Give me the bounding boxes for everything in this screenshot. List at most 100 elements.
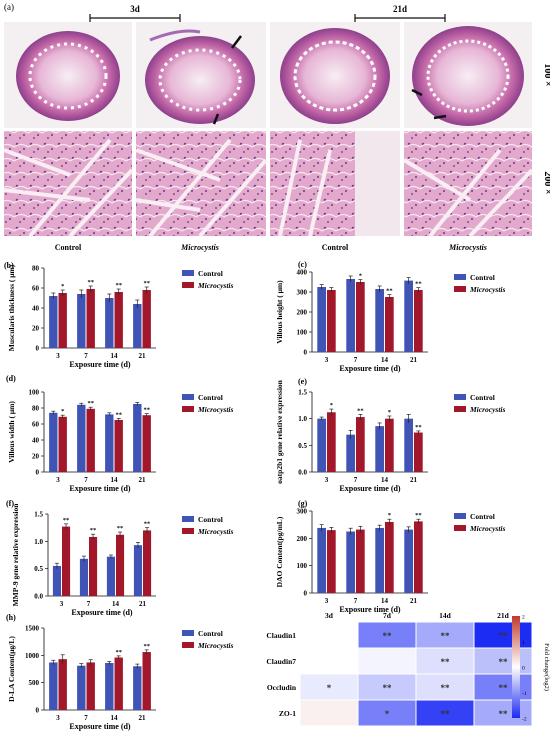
- bar-microcystis: [385, 297, 394, 352]
- colorbar-tick-label: -1: [522, 691, 527, 697]
- bar-control: [106, 556, 115, 596]
- panel-label: (f): [6, 499, 14, 508]
- significance-mark: **: [415, 281, 422, 288]
- bar-control: [105, 414, 114, 472]
- y-tick-label: 0.0: [34, 593, 43, 601]
- y-tick-label: 0.5: [34, 565, 43, 573]
- heatmap-column-label: 21d: [497, 611, 510, 620]
- colorbar-tick-label: 1: [522, 640, 525, 646]
- significance-mark: **: [415, 512, 422, 519]
- heatmap-significance: **: [499, 631, 509, 641]
- significance-mark: *: [388, 409, 391, 416]
- significance-mark: *: [330, 402, 333, 409]
- legend-label: Control: [198, 629, 223, 638]
- legend-label: Control: [470, 512, 495, 521]
- x-tick-label: 21: [139, 476, 147, 484]
- panel-a-label: (a): [4, 2, 14, 12]
- x-tick-label: 21: [139, 600, 147, 608]
- heatmap-cell: [358, 674, 416, 700]
- arrow-icon: [411, 88, 423, 97]
- bar-control: [404, 418, 413, 472]
- heatmap-row-label: Claudin7: [266, 657, 296, 666]
- bar-control: [404, 529, 413, 593]
- heatmap-cell: [474, 622, 532, 648]
- bar-control: [52, 565, 61, 596]
- micrograph-3d-control-200x: [3, 131, 134, 238]
- x-axis-label: Exposure time (d): [339, 364, 401, 373]
- bar-microcystis: [414, 290, 423, 352]
- x-axis-label: Exposure time (d): [339, 484, 401, 493]
- y-axis-label: DAO Content(pg/mL): [275, 516, 284, 587]
- bar-control: [317, 418, 326, 472]
- bar-control: [346, 279, 355, 352]
- x-tick-label: 14: [381, 597, 389, 605]
- significance-mark: **: [63, 517, 70, 524]
- heatmap-significance: *: [327, 683, 332, 693]
- x-tick-label: 7: [84, 714, 88, 722]
- bar-microcystis: [142, 415, 151, 472]
- x-tick-label: 14: [381, 476, 389, 484]
- heatmap-row-label: Claudin1: [266, 631, 296, 640]
- legend-swatch: [454, 274, 466, 280]
- day-bracket-21d: 21d: [354, 4, 446, 22]
- x-tick-label: 7: [354, 356, 358, 364]
- y-tick-label: 1.0: [298, 415, 307, 423]
- y-tick-label: 100: [297, 562, 308, 570]
- bar-control: [133, 666, 142, 710]
- heatmap-cell: [300, 648, 358, 674]
- legend-swatch: [454, 525, 466, 531]
- day-bracket-3d: 3d: [89, 4, 181, 22]
- y-tick-label: 300: [297, 289, 308, 297]
- bar-microcystis: [86, 408, 95, 472]
- micrograph-3d-microcystis-200x: [135, 131, 268, 238]
- significance-mark: **: [144, 521, 151, 528]
- micrograph-3d-microcystis-100x: [136, 22, 266, 128]
- bar-control: [133, 545, 142, 596]
- panel-label: (e): [298, 377, 307, 386]
- x-tick-label: 14: [111, 714, 119, 722]
- y-tick-label: 0: [36, 345, 40, 353]
- heatmap-significance: **: [499, 709, 509, 719]
- y-tick-label: 1500: [25, 625, 40, 633]
- micrograph-21d-control-100x: [270, 22, 400, 128]
- significance-mark: **: [143, 643, 150, 650]
- significance-mark: *: [388, 512, 391, 519]
- bar-control: [77, 404, 86, 472]
- bar-microcystis: [385, 521, 394, 593]
- bar-microcystis: [116, 534, 125, 596]
- x-tick-label: 14: [381, 356, 389, 364]
- x-tick-label: 3: [325, 597, 329, 605]
- x-axis-label: Exposure time (d): [69, 360, 131, 369]
- bar-microcystis: [142, 290, 151, 348]
- heatmap-cell: [416, 648, 474, 674]
- legend-label: Microcystis: [469, 405, 505, 414]
- significance-mark: **: [115, 411, 122, 418]
- heatmap-column-label: 7d: [383, 611, 392, 620]
- panel-label: (c): [298, 260, 307, 269]
- y-tick-label: 200: [297, 309, 308, 317]
- heatmap-cell: [300, 700, 358, 726]
- bar-microcystis: [89, 536, 98, 596]
- colorbar-tick-label: 0: [522, 666, 525, 672]
- x-tick-label: 3: [325, 476, 329, 484]
- micrograph-21d-microcystis-200x: [402, 131, 534, 238]
- legend-swatch: [182, 270, 194, 276]
- chart-h: (h) 0 500 1000 1500 D-LA Content(μg/L) Exposur…: [6, 613, 233, 731]
- column-label-control-21d: Control: [322, 243, 349, 252]
- legend-swatch: [454, 394, 466, 400]
- y-tick-label: 20: [32, 453, 40, 461]
- legend-label: Microcystis: [469, 285, 505, 294]
- y-axis-label: MMP-9 gene relative expression: [11, 503, 20, 607]
- bar-control: [79, 558, 88, 596]
- legend-label: Microcystis: [197, 641, 233, 650]
- legend-label: Control: [198, 269, 223, 278]
- bar-control: [105, 662, 114, 710]
- significance-mark: **: [143, 280, 150, 287]
- panel-label: (g): [298, 499, 308, 508]
- x-tick-label: 21: [410, 356, 418, 364]
- colorbar-label: Fold change(log2): [543, 643, 550, 691]
- bar-control: [49, 296, 58, 348]
- y-axis-label: D-LA Content(μg/L): [7, 636, 16, 702]
- legend-swatch: [454, 406, 466, 412]
